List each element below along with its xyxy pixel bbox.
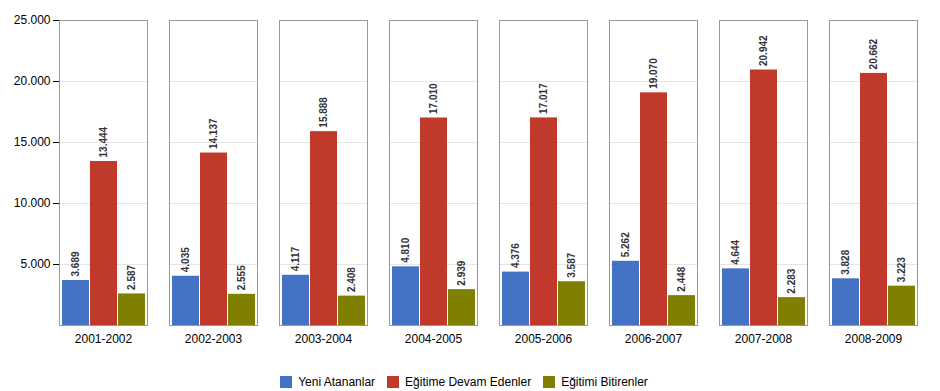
svg-text:4.810: 4.810 (400, 237, 411, 262)
svg-text:20.000: 20.000 (14, 74, 51, 88)
svg-text:4.376: 4.376 (510, 243, 521, 268)
svg-text:3.828: 3.828 (840, 249, 851, 274)
svg-text:3.223: 3.223 (896, 257, 907, 282)
svg-text:2006-2007: 2006-2007 (625, 332, 683, 346)
svg-text:2.283: 2.283 (786, 268, 797, 293)
svg-text:14.137: 14.137 (208, 118, 219, 149)
svg-text:15.000: 15.000 (14, 135, 51, 149)
svg-text:2005-2006: 2005-2006 (515, 332, 573, 346)
svg-text:5.262: 5.262 (620, 232, 631, 257)
svg-text:2004-2005: 2004-2005 (405, 332, 463, 346)
svg-text:2007-2008: 2007-2008 (735, 332, 793, 346)
html-text:Eğitimi Bitirenler: Eğitimi Bitirenler (561, 374, 648, 389)
svg-text:10.000: 10.000 (14, 196, 51, 210)
svg-text:20.662: 20.662 (868, 38, 879, 69)
svg-text:20.942: 20.942 (758, 35, 769, 66)
svg-text:4.035: 4.035 (180, 247, 191, 272)
svg-text:2008-2009: 2008-2009 (845, 332, 903, 346)
svg-text:4.117: 4.117 (290, 246, 301, 271)
svg-text:2.555: 2.555 (236, 265, 247, 290)
svg-text:15.888: 15.888 (318, 97, 329, 128)
svg-text:5.000: 5.000 (20, 257, 50, 271)
svg-text:2.408: 2.408 (346, 267, 357, 292)
svg-text:3.587: 3.587 (566, 252, 577, 277)
svg-text:2003-2004: 2003-2004 (295, 332, 353, 346)
svg-text:13.444: 13.444 (98, 126, 109, 157)
svg-text:2.587: 2.587 (126, 264, 137, 289)
html-text:Eğitime Devam Edenler: Eğitime Devam Edenler (405, 374, 532, 389)
svg-text:2.939: 2.939 (456, 260, 467, 285)
svg-text:25.000: 25.000 (14, 13, 51, 27)
svg-text:2001-2002: 2001-2002 (75, 332, 133, 346)
svg-text:17.010: 17.010 (428, 83, 439, 114)
html-text:Yeni Atananlar: Yeni Atananlar (298, 374, 376, 389)
svg-text:2.448: 2.448 (676, 266, 687, 291)
svg-text:3.689: 3.689 (70, 251, 81, 276)
svg-text:4.644: 4.644 (730, 239, 741, 264)
svg-text:2002-2003: 2002-2003 (185, 332, 243, 346)
svg-text:17.017: 17.017 (538, 83, 549, 114)
svg-text:19.070: 19.070 (648, 58, 659, 89)
